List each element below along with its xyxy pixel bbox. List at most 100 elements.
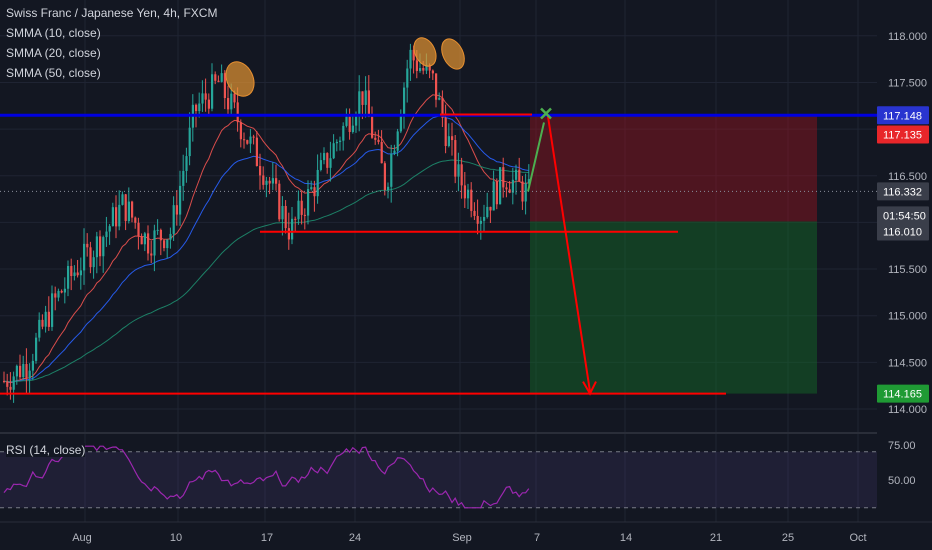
candle-body xyxy=(131,201,134,218)
candle-body xyxy=(371,116,374,138)
time-label: 17 xyxy=(261,532,273,544)
candle-body xyxy=(204,93,207,100)
candle-body xyxy=(399,114,402,132)
price-tick-label: 114.000 xyxy=(888,404,927,416)
candle-body xyxy=(111,207,114,227)
candle-body xyxy=(92,257,95,268)
candle-body xyxy=(44,311,47,327)
candle-body xyxy=(252,136,255,138)
candle-body xyxy=(326,153,329,168)
indicator-smma-10[interactable]: SMMA (10, close) xyxy=(6,26,101,40)
candle-body xyxy=(3,381,6,383)
candle-body xyxy=(211,74,214,109)
time-label: Sep xyxy=(452,532,472,544)
candle-body xyxy=(236,102,239,123)
time-label: 24 xyxy=(349,532,361,544)
time-label: 14 xyxy=(620,532,632,544)
symbol-title[interactable]: Swiss Franc / Japanese Yen, 4h, FXCM xyxy=(6,6,218,20)
candle-body xyxy=(124,194,127,222)
candle-body xyxy=(323,153,326,161)
candle-body xyxy=(35,337,38,361)
candle-body xyxy=(307,189,310,216)
price-badge xyxy=(877,384,929,403)
candle-body xyxy=(524,183,527,202)
candle-body xyxy=(159,229,162,241)
candle-body xyxy=(185,156,188,171)
candle-body xyxy=(166,239,169,249)
price-badge-label: 01:54:50 xyxy=(883,210,926,222)
candle-body xyxy=(140,236,143,245)
indicator-smma-50[interactable]: SMMA (50, close) xyxy=(6,66,101,80)
candle-body xyxy=(300,200,303,215)
candle-body xyxy=(265,180,268,185)
smma-lines xyxy=(3,94,529,384)
candle-body xyxy=(255,137,258,167)
candle-body xyxy=(281,205,284,220)
candle-body xyxy=(63,288,66,293)
price-tick-label: 116.500 xyxy=(888,171,927,183)
position-zones xyxy=(530,116,817,394)
candle-body xyxy=(79,270,82,276)
candle-body xyxy=(22,364,25,378)
price-badge-label: 117.135 xyxy=(883,130,922,142)
candle-body xyxy=(374,137,377,140)
candle-body xyxy=(214,74,217,81)
rsi-legend[interactable]: RSI (14, close) xyxy=(6,443,86,457)
candle-body xyxy=(182,170,185,186)
candle-body xyxy=(51,293,54,327)
candle-body xyxy=(249,136,252,144)
price-badge xyxy=(877,206,929,225)
candle-body xyxy=(143,233,146,245)
price-badge xyxy=(877,125,929,144)
candle-body xyxy=(329,158,332,168)
price-tick-label: 118.000 xyxy=(888,31,927,43)
time-label: Oct xyxy=(849,532,866,544)
candle-body xyxy=(508,189,511,193)
stop-loss-zone xyxy=(530,116,817,222)
indicator-smma-20[interactable]: SMMA (20, close) xyxy=(6,46,101,60)
candle-body xyxy=(486,206,489,218)
candle-body xyxy=(163,240,166,249)
candle-body xyxy=(284,205,287,229)
candle-body xyxy=(12,376,15,390)
time-label: 21 xyxy=(710,532,722,544)
candle-body xyxy=(505,187,508,190)
candle-body xyxy=(95,236,98,258)
candle-body xyxy=(89,247,92,268)
candle-body xyxy=(297,200,300,220)
candle-body xyxy=(278,183,281,220)
candle-body xyxy=(6,381,9,387)
candle-body xyxy=(70,266,73,277)
candle-body xyxy=(396,131,399,151)
candle-body xyxy=(527,179,530,184)
candle-body xyxy=(137,222,140,237)
axis-bg xyxy=(877,0,932,550)
candle-body xyxy=(492,181,495,211)
candle-body xyxy=(342,125,345,141)
candle-body xyxy=(358,91,361,117)
candle-body xyxy=(239,122,242,140)
price-tick-label: 115.000 xyxy=(888,311,927,323)
candle-body xyxy=(201,93,204,104)
candle-body xyxy=(57,290,60,298)
candle-body xyxy=(518,169,521,182)
candle-body xyxy=(377,139,380,142)
candle-body xyxy=(332,143,335,159)
candle-body xyxy=(415,60,418,71)
candle-body xyxy=(121,194,124,205)
annotation-lines xyxy=(0,37,877,396)
candle-body xyxy=(67,266,70,289)
candle-body xyxy=(134,217,137,223)
candle-body xyxy=(319,160,322,170)
candle-body xyxy=(451,136,454,141)
time-label: 10 xyxy=(170,532,182,544)
price-tick-label: 115.500 xyxy=(888,264,927,276)
candle-body xyxy=(115,207,118,227)
candle-body xyxy=(483,217,486,221)
arrowhead xyxy=(582,381,597,396)
candle-body xyxy=(457,164,460,177)
candle-body xyxy=(435,73,438,100)
candle-body xyxy=(83,243,86,271)
candle-body xyxy=(41,319,44,327)
